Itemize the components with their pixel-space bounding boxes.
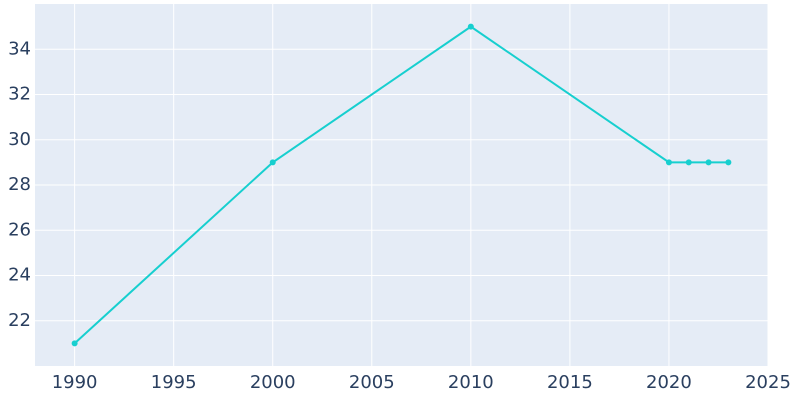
point [705,159,712,166]
x-tick-label: 1995 [151,372,197,393]
point [725,159,732,166]
x-tick-label: 2010 [448,372,494,393]
point [467,23,474,30]
y-tick-label: 28 [8,174,31,195]
x-tick-label: 2020 [646,372,692,393]
x-tick-label: 2015 [547,372,593,393]
point [71,340,78,347]
x-tick-label: 2000 [250,372,296,393]
x-tick-label: 2025 [745,372,791,393]
y-tick-label: 30 [8,129,31,150]
y-tick-label: 22 [8,310,31,331]
point [665,159,672,166]
y-tick-label: 32 [8,84,31,105]
y-tick-label: 34 [8,38,31,59]
point [269,159,276,166]
x-tick-label: 1990 [52,372,98,393]
x-tick-label: 2005 [349,372,395,393]
y-tick-label: 24 [8,265,31,286]
point [685,159,692,166]
y-tick-label: 26 [8,219,31,240]
